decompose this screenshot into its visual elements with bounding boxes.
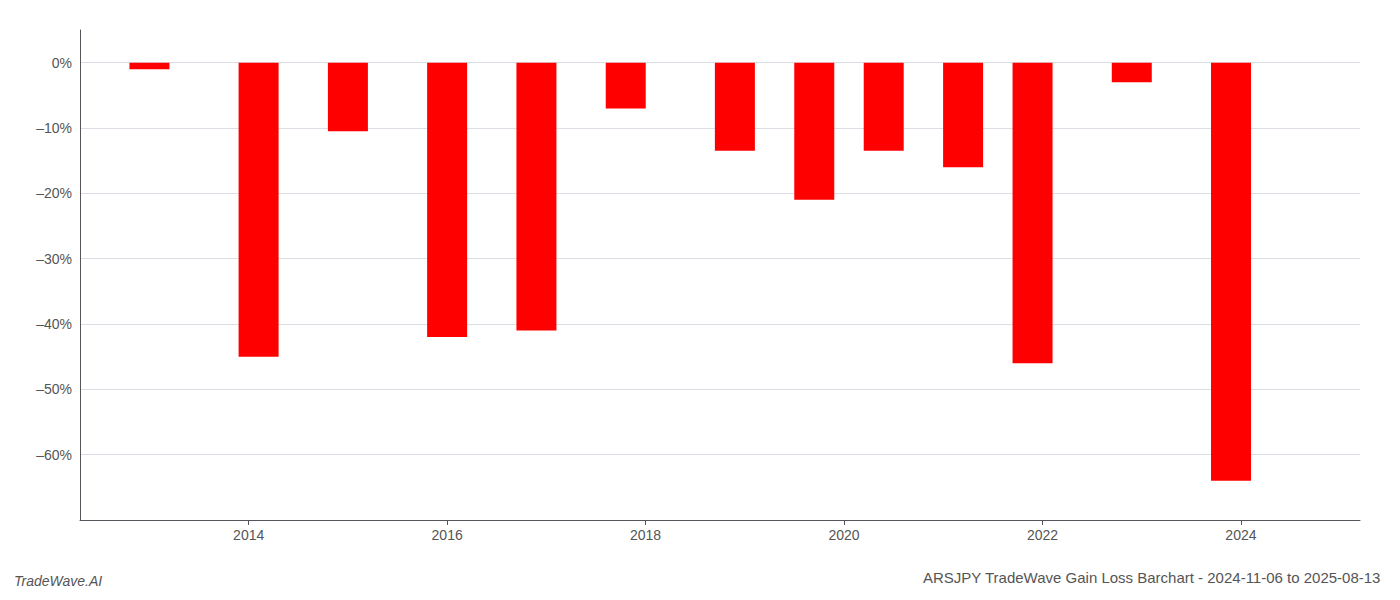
svg-text:–40%: –40% — [36, 316, 72, 332]
svg-text:ARSJPY TradeWave Gain Loss Bar: ARSJPY TradeWave Gain Loss Barchart - 20… — [923, 569, 1380, 586]
svg-text:2018: 2018 — [630, 527, 661, 543]
svg-text:–60%: –60% — [36, 447, 72, 463]
svg-text:–10%: –10% — [36, 120, 72, 136]
svg-text:TradeWave.AI: TradeWave.AI — [14, 573, 102, 589]
svg-text:2022: 2022 — [1027, 527, 1058, 543]
svg-text:2016: 2016 — [432, 527, 463, 543]
svg-text:2020: 2020 — [828, 527, 859, 543]
svg-text:2014: 2014 — [233, 527, 264, 543]
svg-text:–50%: –50% — [36, 381, 72, 397]
svg-text:–30%: –30% — [36, 251, 72, 267]
svg-text:0%: 0% — [52, 55, 72, 71]
svg-text:–20%: –20% — [36, 185, 72, 201]
svg-text:2024: 2024 — [1225, 527, 1256, 543]
